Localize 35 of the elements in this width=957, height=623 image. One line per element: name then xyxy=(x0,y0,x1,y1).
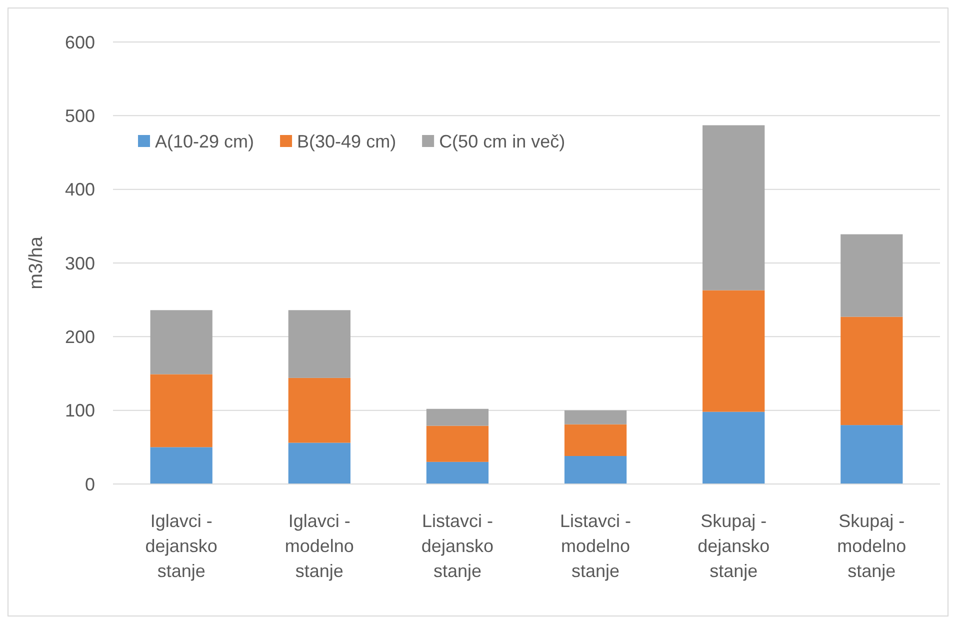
bar xyxy=(702,412,765,484)
y-tick-label: 100 xyxy=(64,400,95,421)
legend-label: B(30-49 cm) xyxy=(297,131,396,152)
bar xyxy=(840,425,903,484)
bar xyxy=(288,378,350,443)
bar xyxy=(150,310,212,374)
bar xyxy=(150,374,212,448)
bar xyxy=(702,290,765,412)
y-tick-label: 300 xyxy=(64,253,95,274)
bar xyxy=(288,310,350,378)
bar xyxy=(426,408,489,426)
bar xyxy=(702,125,765,290)
bar xyxy=(840,234,903,317)
x-tick-label: Skupaj - dejansko stanje xyxy=(698,511,770,581)
bar xyxy=(840,316,903,426)
bar xyxy=(150,447,212,484)
x-tick-label: Skupaj - modelno stanje xyxy=(837,511,906,581)
bar xyxy=(426,426,489,462)
y-axis-title: m3/ha xyxy=(26,236,47,290)
y-tick-label: 200 xyxy=(64,326,95,347)
x-tick-label: Iglavci - dejansko stanje xyxy=(145,511,218,581)
bar xyxy=(288,442,350,484)
y-tick-label: 0 xyxy=(84,474,95,494)
x-tick-label: Listavci - modelno stanje xyxy=(560,511,632,581)
bar xyxy=(564,456,627,484)
x-tick-label: Listavci - dejansko stanje xyxy=(421,511,494,581)
y-tick-label: 400 xyxy=(64,180,95,200)
y-tick-label: 600 xyxy=(64,32,95,52)
bar xyxy=(426,462,489,484)
legend-label: A(10-29 cm) xyxy=(155,131,254,152)
y-tick-label: 500 xyxy=(64,106,95,126)
x-tick-label: Iglavci - modelno stanje xyxy=(284,511,354,581)
legend-label: C(50 cm in več) xyxy=(439,131,566,152)
bar xyxy=(564,424,627,456)
bar xyxy=(564,410,627,424)
